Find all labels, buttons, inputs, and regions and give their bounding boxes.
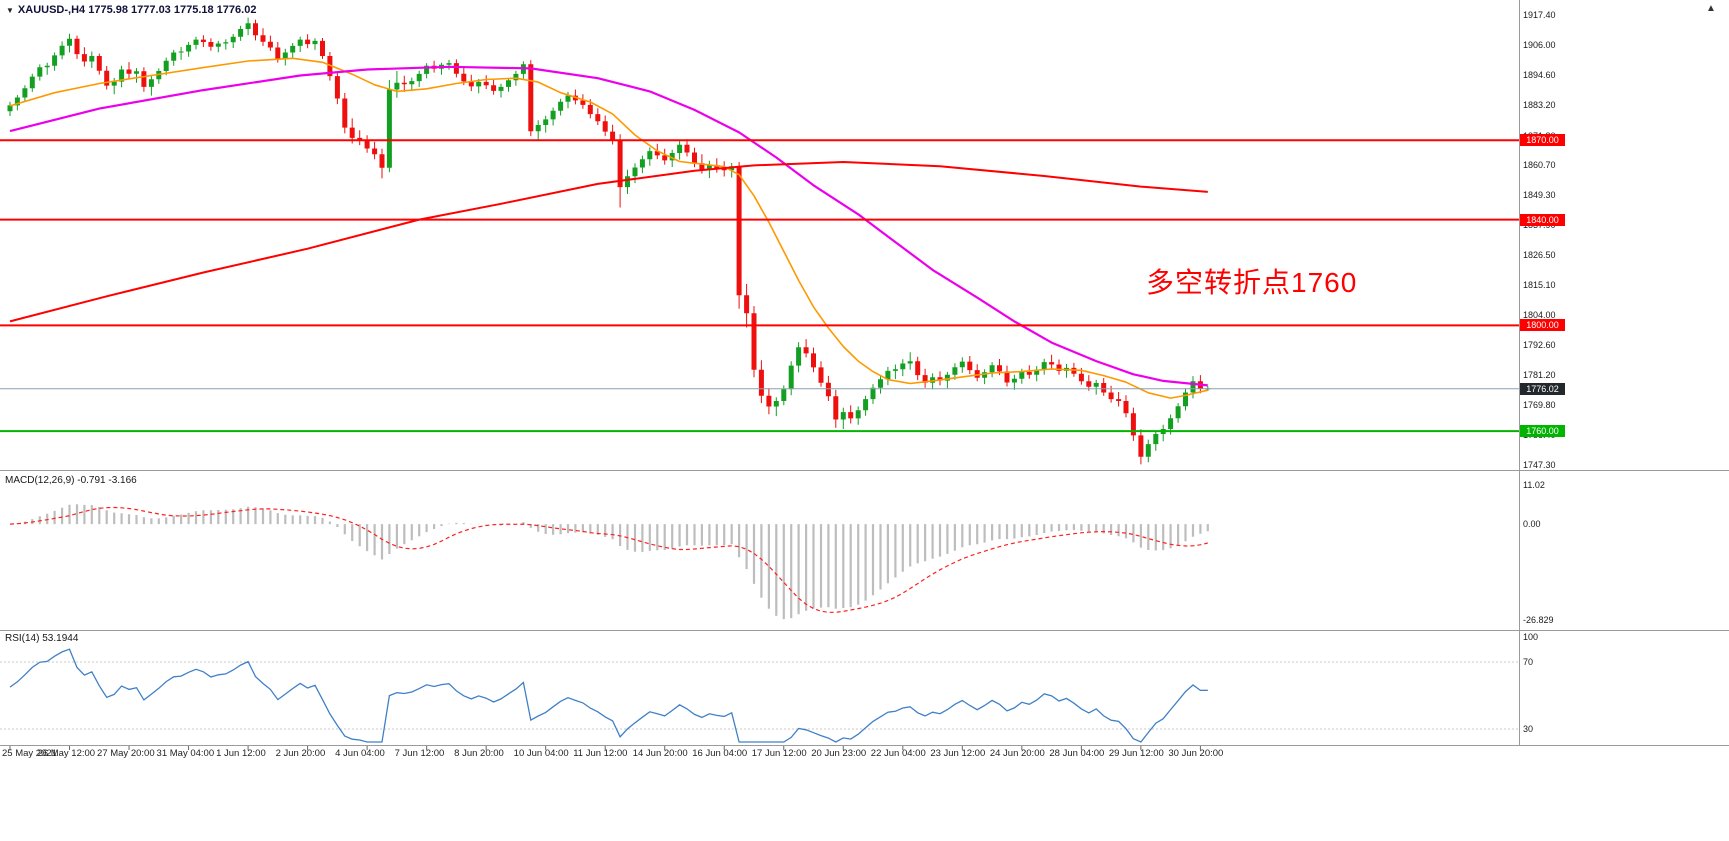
- time-axis-label: 31 May 04:00: [156, 748, 215, 759]
- time-axis-label: 4 Jun 04:00: [335, 748, 385, 759]
- chart-title: ▼ XAUUSD-,H4 1775.98 1777.03 1775.18 1776…: [6, 4, 256, 16]
- time-axis-label: 10 Jun 04:00: [513, 748, 569, 759]
- macd-axis-label: 11.02: [1523, 479, 1545, 490]
- price-axis-label: 1849.30: [1523, 190, 1556, 201]
- time-axis-label: 7 Jun 12:00: [394, 748, 445, 759]
- macd-axis-label: -26.829: [1523, 615, 1554, 626]
- time-axis-label: 27 May 20:00: [97, 748, 155, 759]
- time-axis-label: 24 Jun 20:00: [989, 748, 1045, 759]
- time-axis-label: 30 Jun 20:00: [1168, 748, 1224, 759]
- price-axis-label: 1769.80: [1523, 400, 1556, 411]
- down-candle-wicks: [76, 19, 1201, 465]
- price-axis-label: 1860.70: [1523, 159, 1556, 170]
- current-price-badge: 1776.02: [1520, 382, 1565, 395]
- price-level-badge: 1760.00: [1520, 425, 1565, 438]
- down-candle-bodies: [74, 23, 1203, 457]
- rsi-axis-label: 70: [1523, 657, 1534, 667]
- time-axis-label: 14 Jun 20:00: [632, 748, 688, 759]
- time-axis-label: 26 May 12:00: [37, 748, 96, 759]
- time-axis-label: 16 Jun 04:00: [692, 748, 748, 759]
- price-axis-label: 1747.30: [1523, 459, 1556, 470]
- rsi-axis-label: 100: [1523, 632, 1539, 642]
- separator-main-macd[interactable]: [0, 470, 1729, 471]
- rsi-value: 53.1944: [42, 633, 79, 644]
- time-axis-label: 20 Jun 23:00: [811, 748, 867, 759]
- fast-ma-line: [9, 57, 1208, 399]
- separator-time-axis: [0, 745, 1729, 746]
- price-axis-label: 1883.20: [1523, 100, 1556, 111]
- price-axis-label: 1894.60: [1523, 70, 1556, 81]
- time-axis-label: 17 Jun 12:00: [751, 748, 807, 759]
- rsi-name: RSI(14): [5, 633, 40, 644]
- time-axis-label: 29 Jun 12:00: [1108, 748, 1164, 759]
- macd-indicator-label: MACD(12,26,9) -0.791 -3.166: [5, 475, 137, 486]
- macd-axis-label: 0.00: [1523, 519, 1541, 530]
- time-axis-label: 2 Jun 20:00: [275, 748, 326, 759]
- macd-values: -0.791 -3.166: [77, 475, 137, 486]
- time-axis-label: 8 Jun 20:00: [454, 748, 504, 759]
- time-axis-label: 23 Jun 12:00: [930, 748, 986, 759]
- rsi-line: [9, 648, 1208, 743]
- rsi-indicator-label: RSI(14) 53.1944: [5, 633, 78, 644]
- slow-ma-line: [9, 161, 1208, 323]
- ohlc-values: 1775.98 1777.03 1775.18 1776.02: [88, 4, 257, 16]
- price-axis-label: 1826.50: [1523, 250, 1556, 261]
- price-level-badge: 1840.00: [1520, 213, 1565, 226]
- up-candle-bodies: [7, 23, 1211, 457]
- time-axis-label: 11 Jun 12:00: [573, 748, 628, 759]
- price-axis-label: 1792.60: [1523, 339, 1556, 350]
- annotation-text: 多空转折点1760: [1146, 267, 1358, 298]
- price-axis-label: 1906.00: [1523, 40, 1556, 51]
- macd-name: MACD(12,26,9): [5, 475, 75, 486]
- macd-histogram: [16, 504, 1209, 620]
- time-axis-label: 28 Jun 04:00: [1049, 748, 1105, 759]
- time-axis-label: 22 Jun 04:00: [870, 748, 926, 759]
- price-axis-label: 1804.00: [1523, 309, 1556, 320]
- time-axis-label: 25 May 2021: [2, 748, 57, 759]
- scroll-up-icon[interactable]: ▲: [1706, 3, 1716, 14]
- time-axis-label: 1 Jun 12:00: [216, 748, 266, 759]
- price-axis-label: 1917.40: [1523, 9, 1556, 20]
- price-axis-label: 1781.20: [1523, 370, 1556, 381]
- up-candle-wicks: [9, 17, 1209, 463]
- price-axis-label: 1815.10: [1523, 280, 1556, 291]
- separator-macd-rsi[interactable]: [0, 630, 1729, 631]
- mid-ma-line: [9, 65, 1208, 387]
- symbol-period-label: XAUUSD-,H4: [17, 4, 86, 16]
- price-axis-separator[interactable]: [1519, 0, 1520, 746]
- symbol-dropdown-icon[interactable]: ▼: [6, 6, 14, 15]
- price-level-badge: 1800.00: [1520, 319, 1565, 332]
- price-level-badge: 1870.00: [1520, 134, 1565, 147]
- rsi-axis-label: 30: [1523, 724, 1534, 734]
